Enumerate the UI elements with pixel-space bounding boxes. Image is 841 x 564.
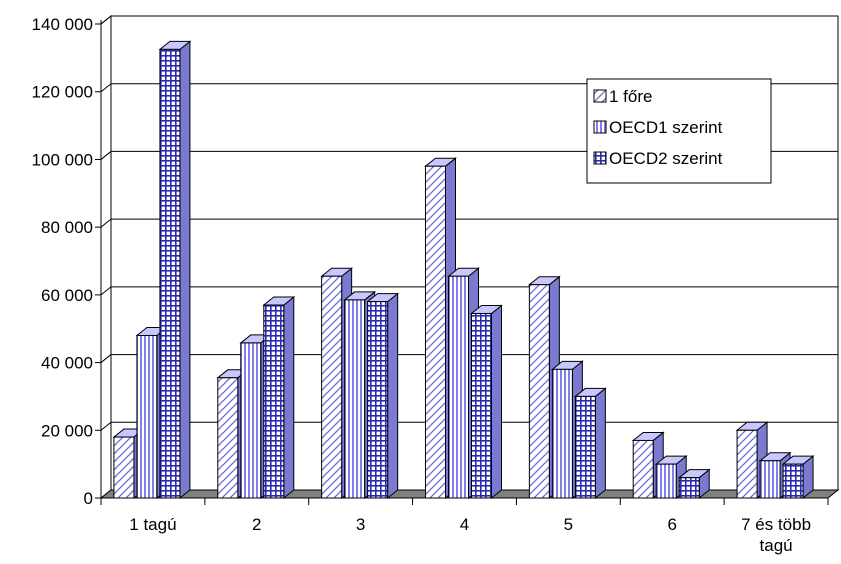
bar-front	[551, 368, 573, 499]
bar	[781, 455, 815, 500]
legend-items: 1 főre OECD1 szerint OECD2 szerint	[593, 87, 723, 168]
bar-side	[387, 292, 399, 500]
bar	[158, 40, 192, 500]
bar-front	[263, 304, 285, 499]
bar-front	[448, 275, 469, 499]
y-tick-label: 80 000	[41, 218, 93, 237]
bar-front	[471, 312, 492, 499]
bar-front	[344, 299, 366, 499]
legend-swatch	[593, 151, 607, 165]
bar-front	[240, 342, 262, 499]
y-tick-label: 40 000	[41, 354, 93, 373]
legend-label: OECD2 szerint	[609, 149, 723, 168]
bar	[573, 387, 607, 500]
bar-side	[179, 40, 191, 500]
bar-front	[321, 275, 343, 499]
legend-item: 1 főre	[593, 87, 652, 106]
x-tick-label: 3	[356, 515, 365, 534]
bar-front	[528, 284, 550, 499]
y-tick-label: 120 000	[32, 83, 93, 102]
bar-front	[425, 165, 446, 499]
legend: 1 főre OECD1 szerint OECD2 szerint	[586, 78, 772, 184]
bar-front	[655, 463, 677, 499]
legend-box	[586, 78, 772, 184]
legend-swatch	[593, 89, 607, 103]
x-tick-label: 6	[667, 515, 676, 534]
legend-item: OECD2 szerint	[593, 149, 723, 168]
legend-label: 1 főre	[609, 87, 652, 106]
side-gridline	[100, 83, 112, 93]
legend-item: OECD1 szerint	[593, 118, 723, 137]
side-gridline	[100, 151, 112, 160]
legend-swatch	[593, 120, 607, 134]
bar-front	[159, 48, 181, 499]
side-gridline	[100, 286, 112, 296]
x-axis: 1 tagú 2 3 4 5 6 7 és több tagú	[100, 497, 829, 555]
y-tick-label: 100 000	[32, 150, 93, 169]
x-tick-label: tagú	[760, 536, 793, 555]
bar	[470, 304, 503, 500]
bar-front	[782, 463, 804, 499]
bar-front	[759, 460, 781, 499]
bar-front	[574, 395, 596, 499]
legend-label: OECD1 szerint	[609, 118, 723, 137]
side-wall	[100, 14, 112, 500]
bar-side	[283, 295, 295, 500]
y-tick-label: 60 000	[41, 286, 93, 305]
bar	[262, 295, 296, 500]
side-gridline	[100, 354, 112, 363]
y-tick-label: 0	[84, 489, 93, 508]
bars	[112, 40, 815, 500]
bar-front	[678, 477, 700, 499]
bar-front	[113, 436, 135, 499]
y-tick-label: 140 000	[32, 15, 93, 34]
side-gridline	[100, 15, 112, 25]
bar-side	[594, 387, 606, 500]
bar-front	[367, 301, 389, 499]
bar	[366, 292, 400, 500]
y-tick-label: 20 000	[41, 421, 93, 440]
bar-side	[491, 304, 502, 500]
y-axis: 0 20 000 40 000 60 000 80 000 100 000 120 000 1…	[32, 15, 102, 508]
x-tick-label: 4	[460, 515, 469, 534]
bar-front	[136, 334, 158, 499]
bar	[677, 468, 711, 500]
bar-front	[632, 439, 654, 499]
x-tick-label: 5	[564, 515, 573, 534]
x-tick-label: 2	[252, 515, 261, 534]
side-gridline	[100, 218, 112, 228]
bar-front	[217, 377, 239, 499]
side-gridline	[100, 421, 112, 431]
bar-front	[736, 429, 758, 499]
x-tick-label: 7 és több	[741, 515, 811, 534]
x-tick-label: 1 tagú	[129, 515, 176, 534]
